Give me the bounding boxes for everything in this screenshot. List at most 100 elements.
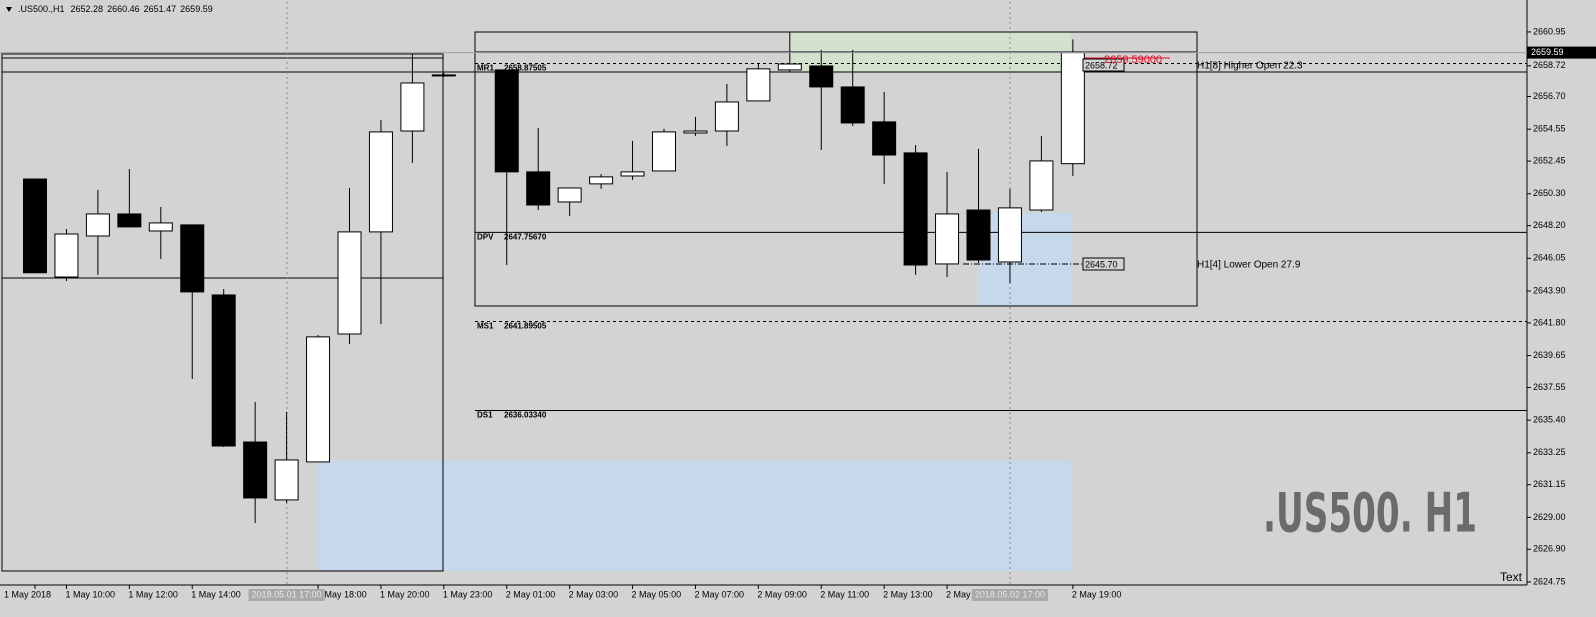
demand-zone (318, 460, 1071, 571)
zones (1, 2, 1527, 585)
pivot-name: DPV (477, 233, 494, 242)
y-tick-label: 2626.90 (1533, 544, 1566, 554)
x-tick-label: 1 May 12:00 (128, 589, 178, 599)
candle-body (935, 213, 960, 265)
candle-body (117, 213, 142, 228)
pivot-value: 2636.03340 (504, 411, 547, 420)
candle-body (400, 82, 425, 132)
lower-open-label: H1[4] Lower Open 27.9 (1197, 260, 1301, 271)
level-label: 2645.70 (1085, 259, 1118, 269)
pivot-name: MR1 (477, 64, 494, 73)
higher-open-label: H1[8] Higher Open 22.3 (1197, 61, 1303, 72)
y-tick-label: 2643.90 (1533, 285, 1566, 295)
candle-body (840, 86, 865, 124)
candle-body (148, 222, 173, 232)
candle-body (526, 171, 551, 206)
x-tick-label: 2 May 19:00 (1072, 589, 1122, 599)
watermark: .US500. H1 (1263, 482, 1477, 545)
y-tick-label: 2633.25 (1533, 447, 1566, 457)
y-tick-label: 2639.65 (1533, 350, 1566, 360)
level-label: 2658.72 (1085, 60, 1118, 70)
x-tick-label: 1 May 14:00 (191, 589, 241, 599)
candle-body (54, 233, 79, 278)
x-tick-label: 2 May 13:00 (883, 589, 933, 599)
y-tick-label: 2631.15 (1533, 479, 1566, 489)
y-tick-label: 2650.30 (1533, 188, 1566, 198)
price-label: 2659.59 (1531, 47, 1564, 57)
y-tick-label: 2660.95 (1533, 26, 1566, 36)
crosshair-label-bg (971, 589, 1048, 601)
x-tick-label: 1 May 20:00 (380, 589, 430, 599)
candle-body (243, 441, 268, 499)
candle-body (306, 336, 331, 463)
candle-body (589, 176, 614, 185)
y-tick-label: 2641.80 (1533, 317, 1566, 327)
crosshair-label-bg (248, 589, 325, 601)
candle-body (1060, 52, 1085, 165)
x-tick-label: 1 May 23:00 (443, 589, 493, 599)
candle-body (903, 152, 928, 266)
x-tick-label: 2 May 05:00 (632, 589, 682, 599)
y-tick-label: 2646.05 (1533, 253, 1566, 263)
x-tick-label: 2 May 11:00 (820, 589, 869, 599)
candle-body (809, 65, 834, 88)
x-tick-label: 1 May 2018 (4, 589, 51, 599)
candle-body (777, 63, 802, 71)
text-object: Text (1500, 570, 1523, 584)
candle-body (652, 131, 676, 172)
label-box (1082, 257, 1125, 271)
header-close: 2659.59 (180, 4, 213, 14)
pivot-value: 2658.87505 (504, 64, 547, 73)
header-high: 2660.46 (107, 4, 140, 14)
range-box (474, 31, 1198, 307)
pivot-name: MS1 (477, 322, 494, 331)
candle-body (557, 187, 582, 203)
crosshair-label: 2018.05.01 17:00 (252, 589, 322, 599)
candle-body (337, 231, 362, 335)
x-tick-label: 2 May 01:00 (506, 589, 556, 599)
candles (23, 31, 1085, 524)
x-tick-label: 1 May 10:00 (65, 589, 115, 599)
y-tick-label: 2648.20 (1533, 220, 1566, 230)
candle-body (23, 178, 47, 274)
y-tick-label: 2652.45 (1533, 155, 1566, 165)
y-tick-label: 2637.55 (1533, 382, 1566, 392)
candle-body (620, 171, 645, 177)
price-box (1527, 46, 1596, 59)
candle-body (714, 101, 739, 132)
candle-body (180, 224, 205, 293)
candle-body (368, 131, 393, 233)
candle-body (1029, 160, 1054, 211)
candle-body (494, 69, 519, 173)
x-tick-label: 2 May 03:00 (569, 589, 619, 599)
symbol: .US500.,H1 (18, 4, 65, 14)
candle-body (997, 207, 1022, 263)
menu-arrow (6, 7, 12, 12)
y-tick-label: 2624.75 (1533, 576, 1566, 586)
candle-body (211, 294, 236, 447)
label-box (1082, 58, 1125, 72)
x-tick-label: 2 May 09:00 (757, 589, 807, 599)
pivot-value: 2641.89505 (504, 322, 547, 331)
candle-body (746, 68, 771, 102)
y-tick-label: 2658.72 (1533, 60, 1566, 70)
pivot-value: 2647.75670 (504, 233, 547, 242)
annotations: 2658.72 2645.70 2659.59000 H1[8] Higher … (6, 4, 1523, 584)
x-tick-label: 2 May 07:00 (694, 589, 744, 599)
candle-body (872, 121, 897, 156)
y-tick-label: 2656.70 (1533, 91, 1566, 101)
y-tick-label: 2654.55 (1533, 124, 1566, 134)
demand-zone (978, 213, 1071, 306)
pivot-name: DS1 (477, 411, 493, 420)
y-tick-label: 2629.00 (1533, 512, 1566, 522)
header-open: 2652.28 (71, 4, 104, 14)
header-low: 2651.47 (144, 4, 177, 14)
crosshair-label: 2018.05.02 17:00 (975, 589, 1045, 599)
x-tick-label: 2 May (946, 589, 971, 599)
red-price: 2659.59000 (1104, 54, 1162, 66)
candle-body (683, 130, 708, 134)
candle-body (966, 209, 991, 261)
candle-body (274, 459, 299, 501)
y-tick-label: 2635.40 (1533, 415, 1566, 425)
